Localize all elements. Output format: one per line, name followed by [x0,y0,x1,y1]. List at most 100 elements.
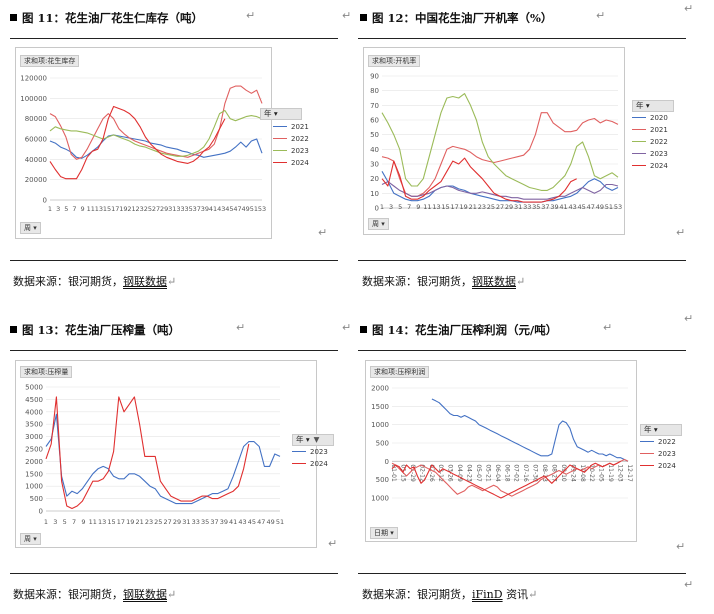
filter-dropdown[interactable]: 周 ▾ [20,533,41,545]
y-tick-label: 10 [370,190,379,198]
legend-year-dropdown[interactable]: 年 ▾ ▼ [292,434,334,446]
legend-year-dropdown[interactable]: 年 ▾ [640,424,682,436]
legend-item-2020[interactable]: 2020 [632,114,668,122]
legend-item-2023[interactable]: 2023 [273,147,309,155]
y-tick-label: 2000 [371,385,389,393]
source-link[interactable]: iFinD [472,588,503,601]
legend-label: 2023 [291,147,309,155]
y-tick-label: 4500 [25,396,43,404]
x-tick-label: 43 [238,518,246,526]
x-tick-label: 5 [63,518,67,526]
x-tick-label: 45 [248,518,256,526]
y-tick-label: 20 [370,175,379,183]
y-tick-label: 40 [370,146,379,154]
chart-panel-13: 求和项:压榨量 0 500 1000 1500 2000 2500 3000 3500 4000… [15,360,317,548]
x-tick-label: 11-19 [607,464,614,482]
y-tick-label: 60000 [25,136,47,144]
legend-label: 2024 [650,162,668,170]
x-tick-label: 39 [201,205,209,213]
filter-dropdown[interactable]: 日期 ▾ [370,527,398,539]
legend-item-2021[interactable]: 2021 [273,123,309,131]
source-link[interactable]: 钢联数据 [472,275,516,288]
legend-swatch [632,153,646,154]
x-tick-label: 01-15 [399,464,406,482]
y-tick-label: 30 [370,161,379,169]
paragraph-mark: ↵ [342,9,352,22]
source-prefix: 数据来源：银河期货， [362,275,472,288]
x-tick-label: 33 [523,203,531,211]
source-link[interactable]: 钢联数据 [123,588,167,601]
x-tick-label: 11 [89,518,97,526]
figure-14-title: 图 14：花生油厂压榨利润（元/吨） [360,322,557,338]
field-button[interactable]: 求和项:花生库存 [20,55,80,67]
paragraph-mark: ↵ [342,321,352,334]
source-13: 数据来源：银河期货，钢联数据↵ [13,588,177,601]
series-line-2022 [49,85,263,160]
y-tick-label: 1500 [25,470,43,478]
legend-item-2022[interactable]: 2022 [273,135,309,143]
y-tick-label: 100000 [20,95,47,103]
legend-swatch [273,126,287,127]
legend-title: 年 [644,425,652,434]
x-tick-label: 06-18 [503,464,510,482]
y-tick-label: 90 [370,73,379,81]
x-tick-label: 9 [416,203,420,211]
legend-year-dropdown[interactable]: 年 ▾ [260,108,302,120]
y-tick-label: 3500 [25,421,43,429]
y-tick-label: 120000 [20,75,47,83]
field-button[interactable]: 求和项:开机率 [368,55,421,67]
legend-swatch [640,465,654,466]
field-button[interactable]: 求和项:压榨利润 [370,366,430,378]
legend-label: 2024 [658,462,676,470]
paragraph-mark: ↵ [684,312,694,325]
x-tick-label: 45 [225,205,233,213]
y-tick-label: 1000 [371,421,389,429]
legend-item-2024[interactable]: 2024 [273,159,309,167]
x-tick-label: 15 [107,518,115,526]
x-tick-label: 51 [605,203,613,211]
x-tick-label: 53 [614,203,622,211]
y-tick-label: 0 [39,508,43,516]
legend-swatch [292,451,306,452]
series-line-2023 [45,413,281,505]
filter-dropdown[interactable]: 周 ▾ [20,222,41,234]
legend-item-2022[interactable]: 2022 [640,438,676,446]
legend-item-2022[interactable]: 2022 [632,138,668,146]
x-tick-label: 5 [64,205,68,213]
y-tick-label: 50 [370,131,379,139]
legend-title: 年 [636,101,644,110]
series-line-2022 [381,93,619,191]
y-tick-label: 2500 [25,446,43,454]
divider [358,260,686,261]
x-tick-label: 31 [514,203,522,211]
legend-item-2024[interactable]: 2024 [292,460,328,468]
source-link[interactable]: 钢联数据 [123,275,167,288]
legend-year-dropdown[interactable]: 年 ▾ [632,100,674,112]
legend-swatch [632,141,646,142]
x-tick-label: 49 [596,203,604,211]
x-tick-label: 09-24 [569,464,576,482]
legend-item-2021[interactable]: 2021 [632,126,668,134]
y-tick-label: 500 [30,495,43,503]
legend-item-2023[interactable]: 2023 [632,150,668,158]
legend-swatch [273,162,287,163]
filter-label: 日期 [374,529,388,537]
x-tick-label: 49 [266,518,274,526]
x-tick-label: 04-23 [466,464,473,482]
x-tick-label: 17 [117,518,125,526]
x-tick-label: 11-05 [598,464,605,482]
x-tick-label: 25 [144,205,152,213]
y-tick-label: 70 [370,102,379,110]
legend-item-2023[interactable]: 2023 [640,450,676,458]
legend-item-2024[interactable]: 2024 [640,462,676,470]
legend-item-2023[interactable]: 2023 [292,448,328,456]
filter-dropdown[interactable]: 周 ▾ [368,218,389,230]
paragraph-mark: ↵ [236,321,246,334]
legend-item-2024[interactable]: 2024 [632,162,668,170]
x-tick-label: 35 [532,203,540,211]
field-button[interactable]: 求和项:压榨量 [20,366,73,378]
divider [358,38,686,39]
x-tick-label: 7 [407,203,411,211]
y-tick-label: 20000 [25,176,47,184]
divider [358,350,686,351]
